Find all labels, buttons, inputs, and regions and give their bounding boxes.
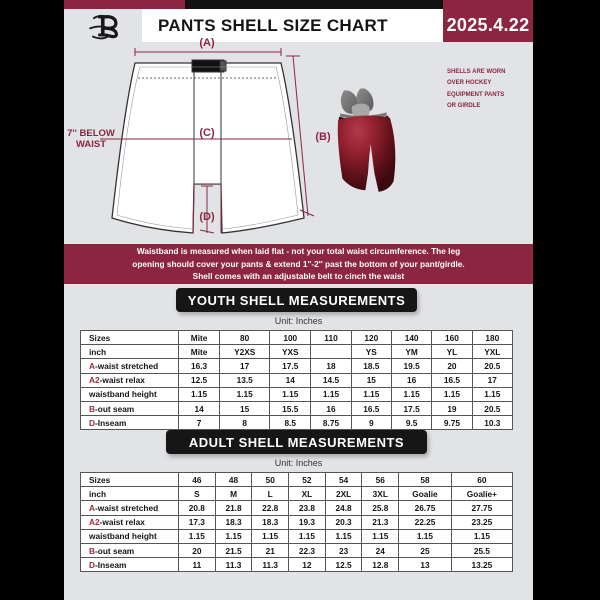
svg-text:(D): (D) (199, 211, 215, 223)
svg-text:7'' BELOW: 7'' BELOW (67, 128, 115, 139)
svg-text:(A): (A) (199, 37, 215, 49)
svg-text:(B): (B) (315, 131, 331, 143)
svg-text:WAIST: WAIST (76, 139, 106, 150)
svg-text:(C): (C) (199, 127, 215, 139)
